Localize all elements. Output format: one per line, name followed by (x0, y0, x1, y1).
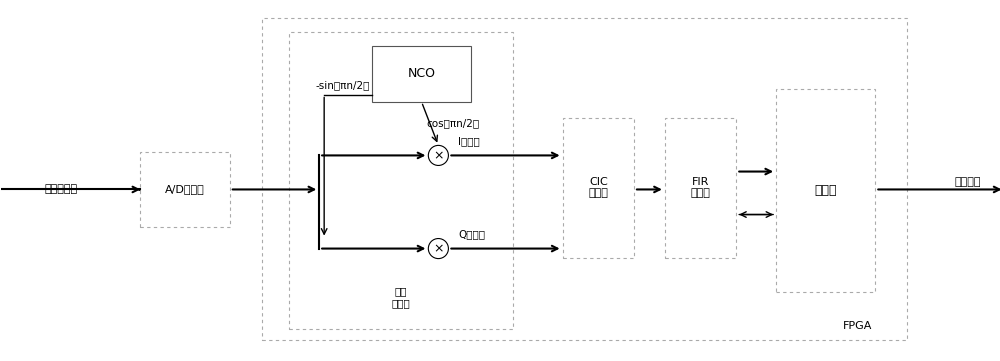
Bar (262, 18, 907, 340)
Bar (140, 152, 230, 227)
Text: Q路信号: Q路信号 (458, 230, 485, 240)
Text: 输出信号: 输出信号 (955, 177, 981, 187)
Bar (563, 118, 634, 257)
Text: 磁共振信号: 磁共振信号 (44, 184, 78, 195)
Bar (665, 118, 736, 257)
Ellipse shape (428, 239, 448, 258)
Text: 正交
混频器: 正交 混频器 (392, 286, 411, 308)
Bar (776, 89, 875, 292)
Text: ×: × (433, 149, 444, 162)
Text: I路信号: I路信号 (458, 136, 480, 147)
Text: NCO: NCO (407, 68, 435, 81)
Text: CIC
滤波器: CIC 滤波器 (588, 177, 608, 199)
Bar (289, 32, 513, 329)
Text: ×: × (433, 242, 444, 255)
Text: -sin（πn/2）: -sin（πn/2） (315, 81, 370, 91)
Text: FIR
滤波器: FIR 滤波器 (691, 177, 711, 199)
Ellipse shape (428, 145, 448, 165)
Text: cos（πn/2）: cos（πn/2） (426, 118, 480, 129)
Text: A/D转换器: A/D转换器 (165, 184, 205, 195)
Bar (372, 46, 471, 102)
Text: 控制器: 控制器 (814, 184, 837, 197)
Text: FPGA: FPGA (843, 321, 872, 331)
